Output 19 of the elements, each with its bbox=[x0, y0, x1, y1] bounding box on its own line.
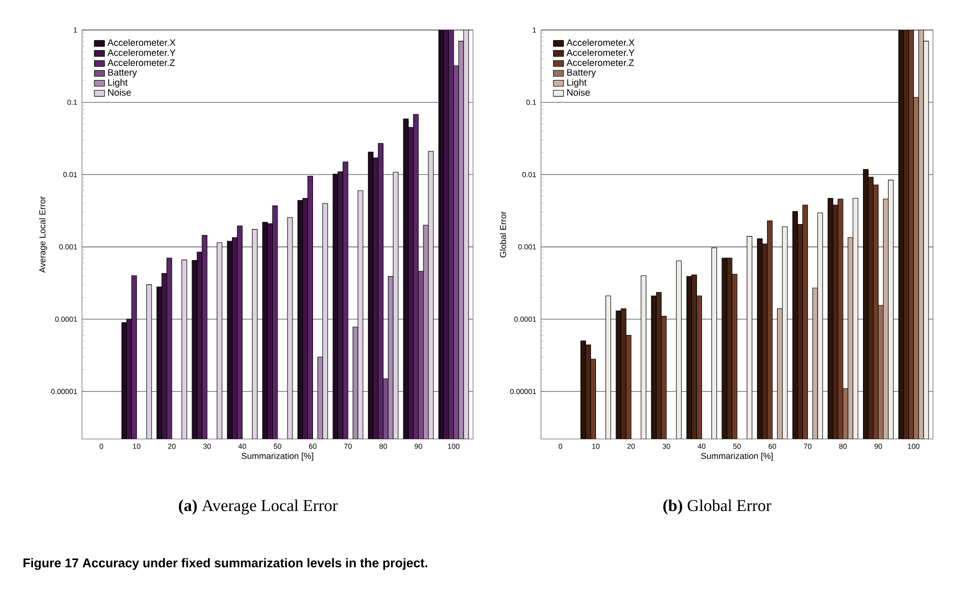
legend-label: Noise bbox=[567, 88, 590, 96]
legend-label: Accelerometer.Z bbox=[107, 59, 175, 66]
legend-label: Battery bbox=[108, 69, 137, 78]
legend-label: Battery bbox=[567, 69, 596, 78]
legend-label: Accelerometer.X bbox=[107, 39, 176, 46]
legend-label: Light bbox=[108, 78, 128, 88]
x-axis-title: Summarization [%] bbox=[701, 452, 773, 461]
text: (a) Average Local Error bbox=[178, 499, 338, 515]
legend-label: Accelerometer.X bbox=[566, 39, 635, 46]
y-axis-title: Global Error bbox=[500, 211, 506, 258]
legend-label: Noise bbox=[108, 88, 131, 96]
legend-label: Light bbox=[567, 78, 587, 88]
text: (b) Global Error bbox=[663, 499, 772, 515]
y-axis-title: Average Local Error bbox=[39, 196, 48, 273]
caption: Figure 17 Accuracy under fixed summarization levels in the project. bbox=[24, 558, 428, 570]
legend-label: Accelerometer.Y bbox=[566, 49, 635, 56]
legend-label: Accelerometer.Y bbox=[107, 49, 176, 56]
legend-label: Accelerometer.Z bbox=[566, 59, 634, 66]
x-axis-title: Summarization [%] bbox=[242, 452, 314, 461]
